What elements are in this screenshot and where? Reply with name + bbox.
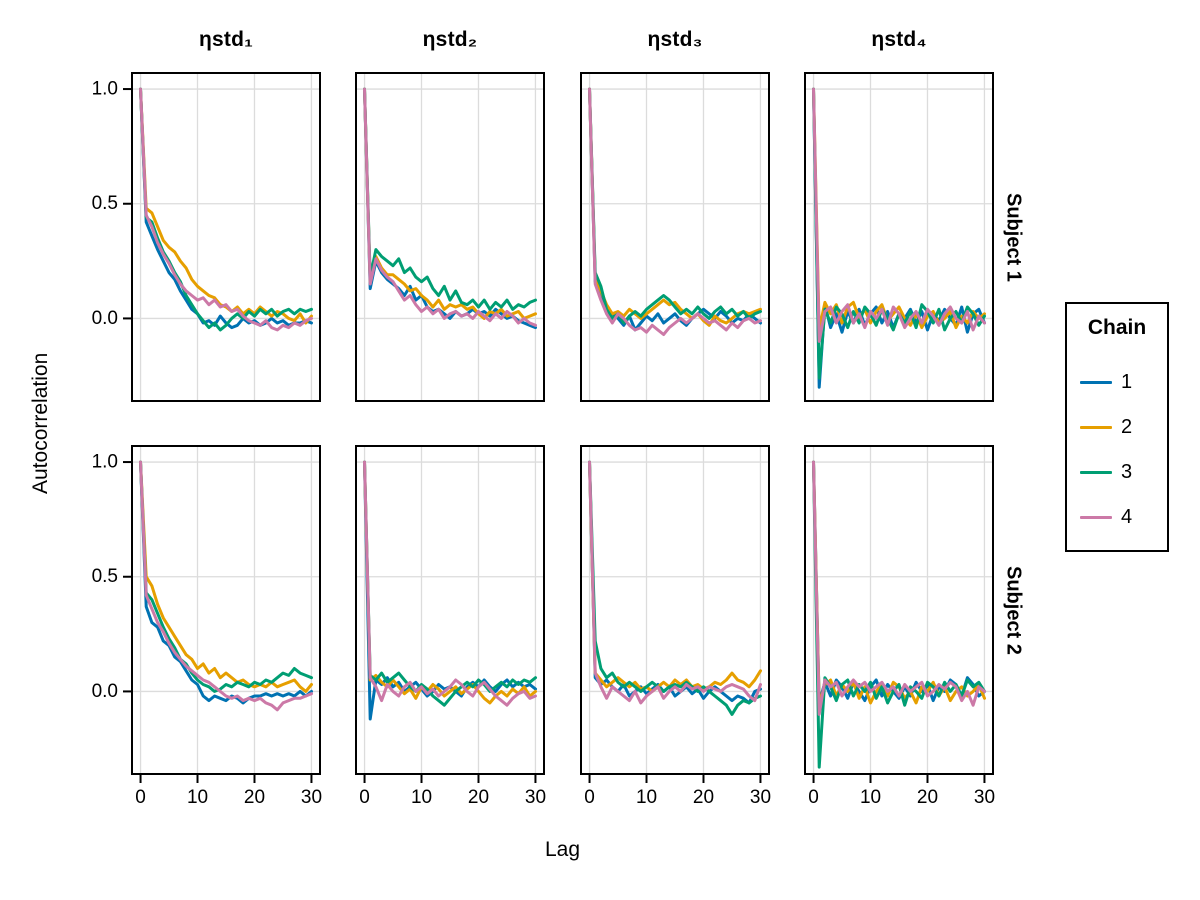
chain-4-line: [363, 460, 537, 707]
x-tick-label: 0: [359, 787, 370, 808]
x-tick-label: 20: [244, 787, 265, 808]
panel-frame: [580, 72, 770, 402]
x-tick-label: 10: [860, 787, 881, 808]
chain-2-line: [812, 460, 986, 707]
chain-4-line: [139, 87, 313, 332]
chain-1-line: [812, 460, 986, 705]
legend-title: Chain: [1087, 316, 1147, 339]
chain-3-line-sample: [1080, 471, 1112, 474]
chain-2-line: [139, 460, 313, 693]
chain-3-line: [363, 87, 537, 311]
chain-2-line: [139, 87, 313, 325]
chain-2-line: [812, 87, 986, 332]
y-tick-label: 0.5: [92, 566, 118, 587]
facet-panel: [355, 72, 545, 402]
chain-3-line: [139, 87, 313, 332]
chain-1-line: [588, 460, 762, 705]
legend-entries: 1 2 3 4: [1067, 360, 1167, 540]
legend-entry-chain-1: 1: [1067, 360, 1167, 405]
chain-2-line-sample: [1080, 426, 1112, 429]
legend-entry-chain-2: 2: [1067, 405, 1167, 450]
facet-title-etastd3: ηstd₃: [647, 28, 703, 51]
chain-4-line: [139, 460, 313, 712]
chain-3-line: [588, 87, 762, 325]
chain-3-line: [139, 460, 313, 693]
facet-panel: 0 10 20 30: [580, 445, 771, 808]
legend-entry-label: 1: [1121, 371, 1133, 393]
facet-panel: 0 10 20 30: [804, 445, 995, 808]
y-tick-label: 0.0: [92, 308, 118, 329]
chain-1-line: [139, 87, 313, 330]
facet-panel: 0 10 20 30: [355, 445, 546, 808]
y-tick-label: 1.0: [92, 79, 118, 100]
y-tick-label: 0.0: [92, 681, 118, 702]
y-tick-label: 1.0: [92, 452, 118, 473]
x-tick-label: 30: [750, 787, 771, 808]
facet-title-etastd1: ηstd₁: [198, 28, 253, 51]
x-tick-label: 10: [636, 787, 657, 808]
facet-title-etastd4: ηstd₄: [871, 28, 927, 51]
facet-panel: 0.0 0.5 1.0 0 10 20 30: [92, 445, 322, 808]
chain-1-line: [812, 87, 986, 389]
chain-1-line: [139, 460, 313, 705]
facet-row-label-subject-1: Subject 1: [1002, 192, 1025, 282]
legend: Chain 1 2 3 4: [1065, 302, 1169, 552]
legend-entry-label: 2: [1121, 416, 1133, 438]
panel-frame: [131, 445, 321, 775]
x-tick-label: 0: [808, 787, 819, 808]
x-tick-label: 20: [693, 787, 714, 808]
x-tick-label: 0: [584, 787, 595, 808]
x-axis-label: Lag: [544, 838, 581, 861]
panel-frame: [355, 445, 545, 775]
facet-title-etastd2: ηstd₂: [422, 28, 478, 51]
chain-1-line: [588, 87, 762, 332]
facet-row-label-subject-2: Subject 2: [1002, 565, 1025, 655]
chain-4-line-sample: [1080, 516, 1112, 519]
x-tick-label: 10: [411, 787, 432, 808]
legend-entry-chain-3: 3: [1067, 450, 1167, 495]
y-tick-label: 0.5: [92, 193, 118, 214]
chain-2-line: [363, 460, 537, 705]
chain-3-line: [812, 87, 986, 380]
chain-4-line: [812, 460, 986, 716]
panel-frame: [804, 445, 994, 775]
panel-frame: [131, 72, 321, 402]
y-axis-label: Autocorrelation: [29, 352, 52, 495]
chain-3-line: [588, 460, 762, 716]
chain-4-line: [812, 87, 986, 343]
chain-2-line: [363, 87, 537, 320]
x-tick-label: 0: [135, 787, 146, 808]
chain-4-line: [588, 460, 762, 705]
chain-2-line: [588, 87, 762, 327]
facet-panel: [580, 72, 770, 402]
panel-frame: [580, 445, 770, 775]
chain-1-line: [363, 87, 537, 330]
facet-panel: 0.0 0.5 1.0: [92, 72, 321, 402]
x-tick-label: 30: [301, 787, 322, 808]
chain-4-line: [363, 87, 537, 327]
chain-2-line: [588, 460, 762, 693]
x-tick-label: 30: [974, 787, 995, 808]
panel-frame: [804, 72, 994, 402]
legend-entry-label: 4: [1121, 506, 1133, 528]
chain-3-line: [812, 460, 986, 769]
x-tick-label: 30: [525, 787, 546, 808]
facet-panel: [804, 72, 994, 402]
legend-entry-label: 3: [1121, 461, 1133, 483]
chain-1-line-sample: [1080, 381, 1112, 384]
chain-4-line: [588, 87, 762, 336]
x-tick-label: 20: [468, 787, 489, 808]
chain-3-line: [363, 460, 537, 707]
x-tick-label: 10: [187, 787, 208, 808]
x-tick-label: 20: [917, 787, 938, 808]
legend-entry-chain-4: 4: [1067, 495, 1167, 540]
panel-frame: [355, 72, 545, 402]
